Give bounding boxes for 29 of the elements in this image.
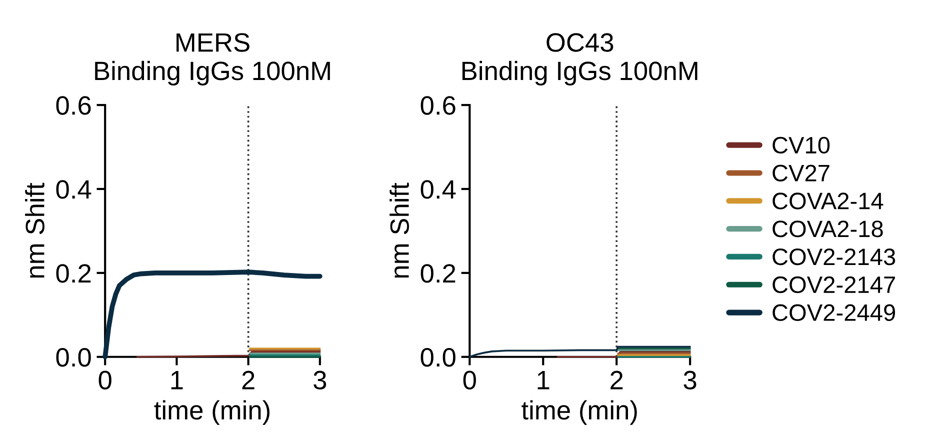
x-axis-title: time (min) [154,400,270,425]
y-tick-label: 0.6 [420,96,456,115]
x-tick-label: 0 [463,370,476,390]
x-tick-label: 3 [314,370,326,390]
legend-label: COV2-2147 [772,276,895,294]
x-axis-title: time (min) [522,400,637,425]
x-tick-label: 0 [98,370,112,390]
x-tick-label: 1 [171,371,183,390]
y-tick-label: 0.6 [56,96,91,115]
legend-label: CV27 [772,164,830,182]
legend-label: COVA2-18 [772,220,883,238]
chart-title: OC43 Binding IgGs 100nM [462,33,698,86]
y-tick-label: 0.2 [420,264,456,283]
x-tick-label: 2 [610,370,623,390]
legend-label: COV2-2449 [772,304,896,322]
y-tick-label: 0.4 [56,180,92,199]
legend-label: COV2-2143 [772,248,896,266]
y-axis-title: nm Shift [25,182,44,278]
y-tick-label: 0.0 [420,348,456,367]
chart-title: MERS Binding IgGs 100nM [95,33,330,86]
y-tick-label: 0.0 [56,348,91,367]
legend-label: CV10 [772,136,830,154]
legend-label: COVA2-14 [772,192,884,210]
x-tick-label: 3 [684,370,696,390]
y-axis-title: nm Shift [390,182,410,278]
y-tick-label: 0.2 [56,264,91,283]
x-tick-label: 2 [242,370,254,390]
x-tick-label: 1 [538,371,550,390]
y-tick-label: 0.4 [420,180,456,199]
